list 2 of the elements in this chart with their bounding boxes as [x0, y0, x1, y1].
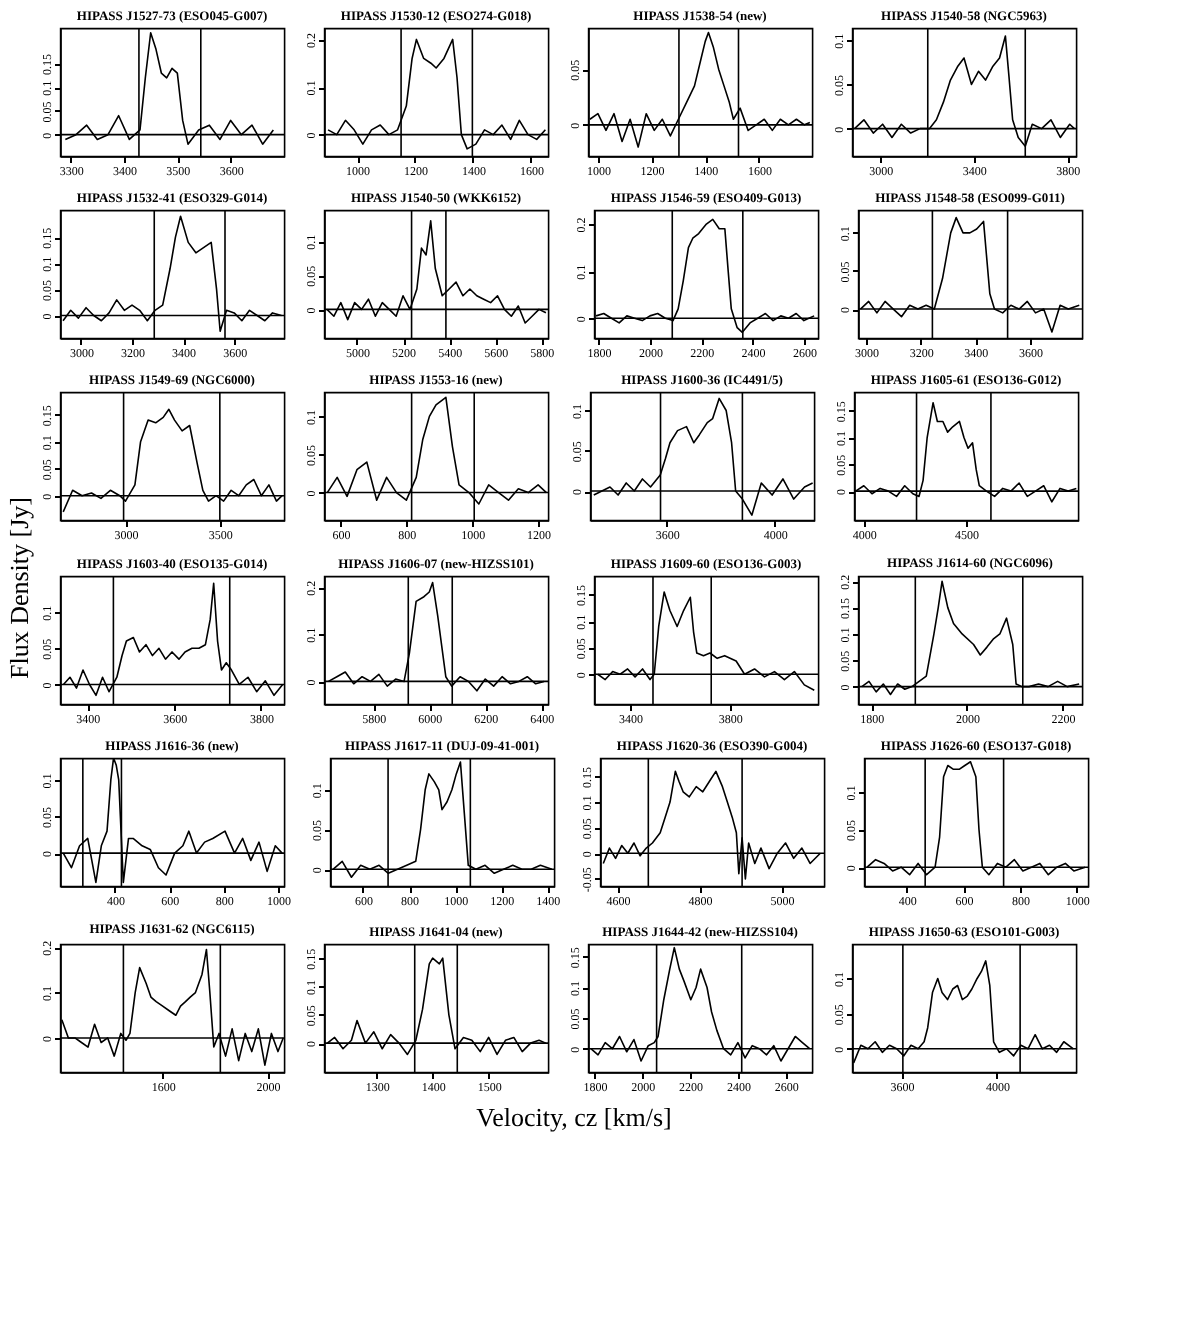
text: Flux Density [Jy]: [4, 497, 34, 679]
text: Velocity, cz [km/s]: [476, 1102, 672, 1132]
